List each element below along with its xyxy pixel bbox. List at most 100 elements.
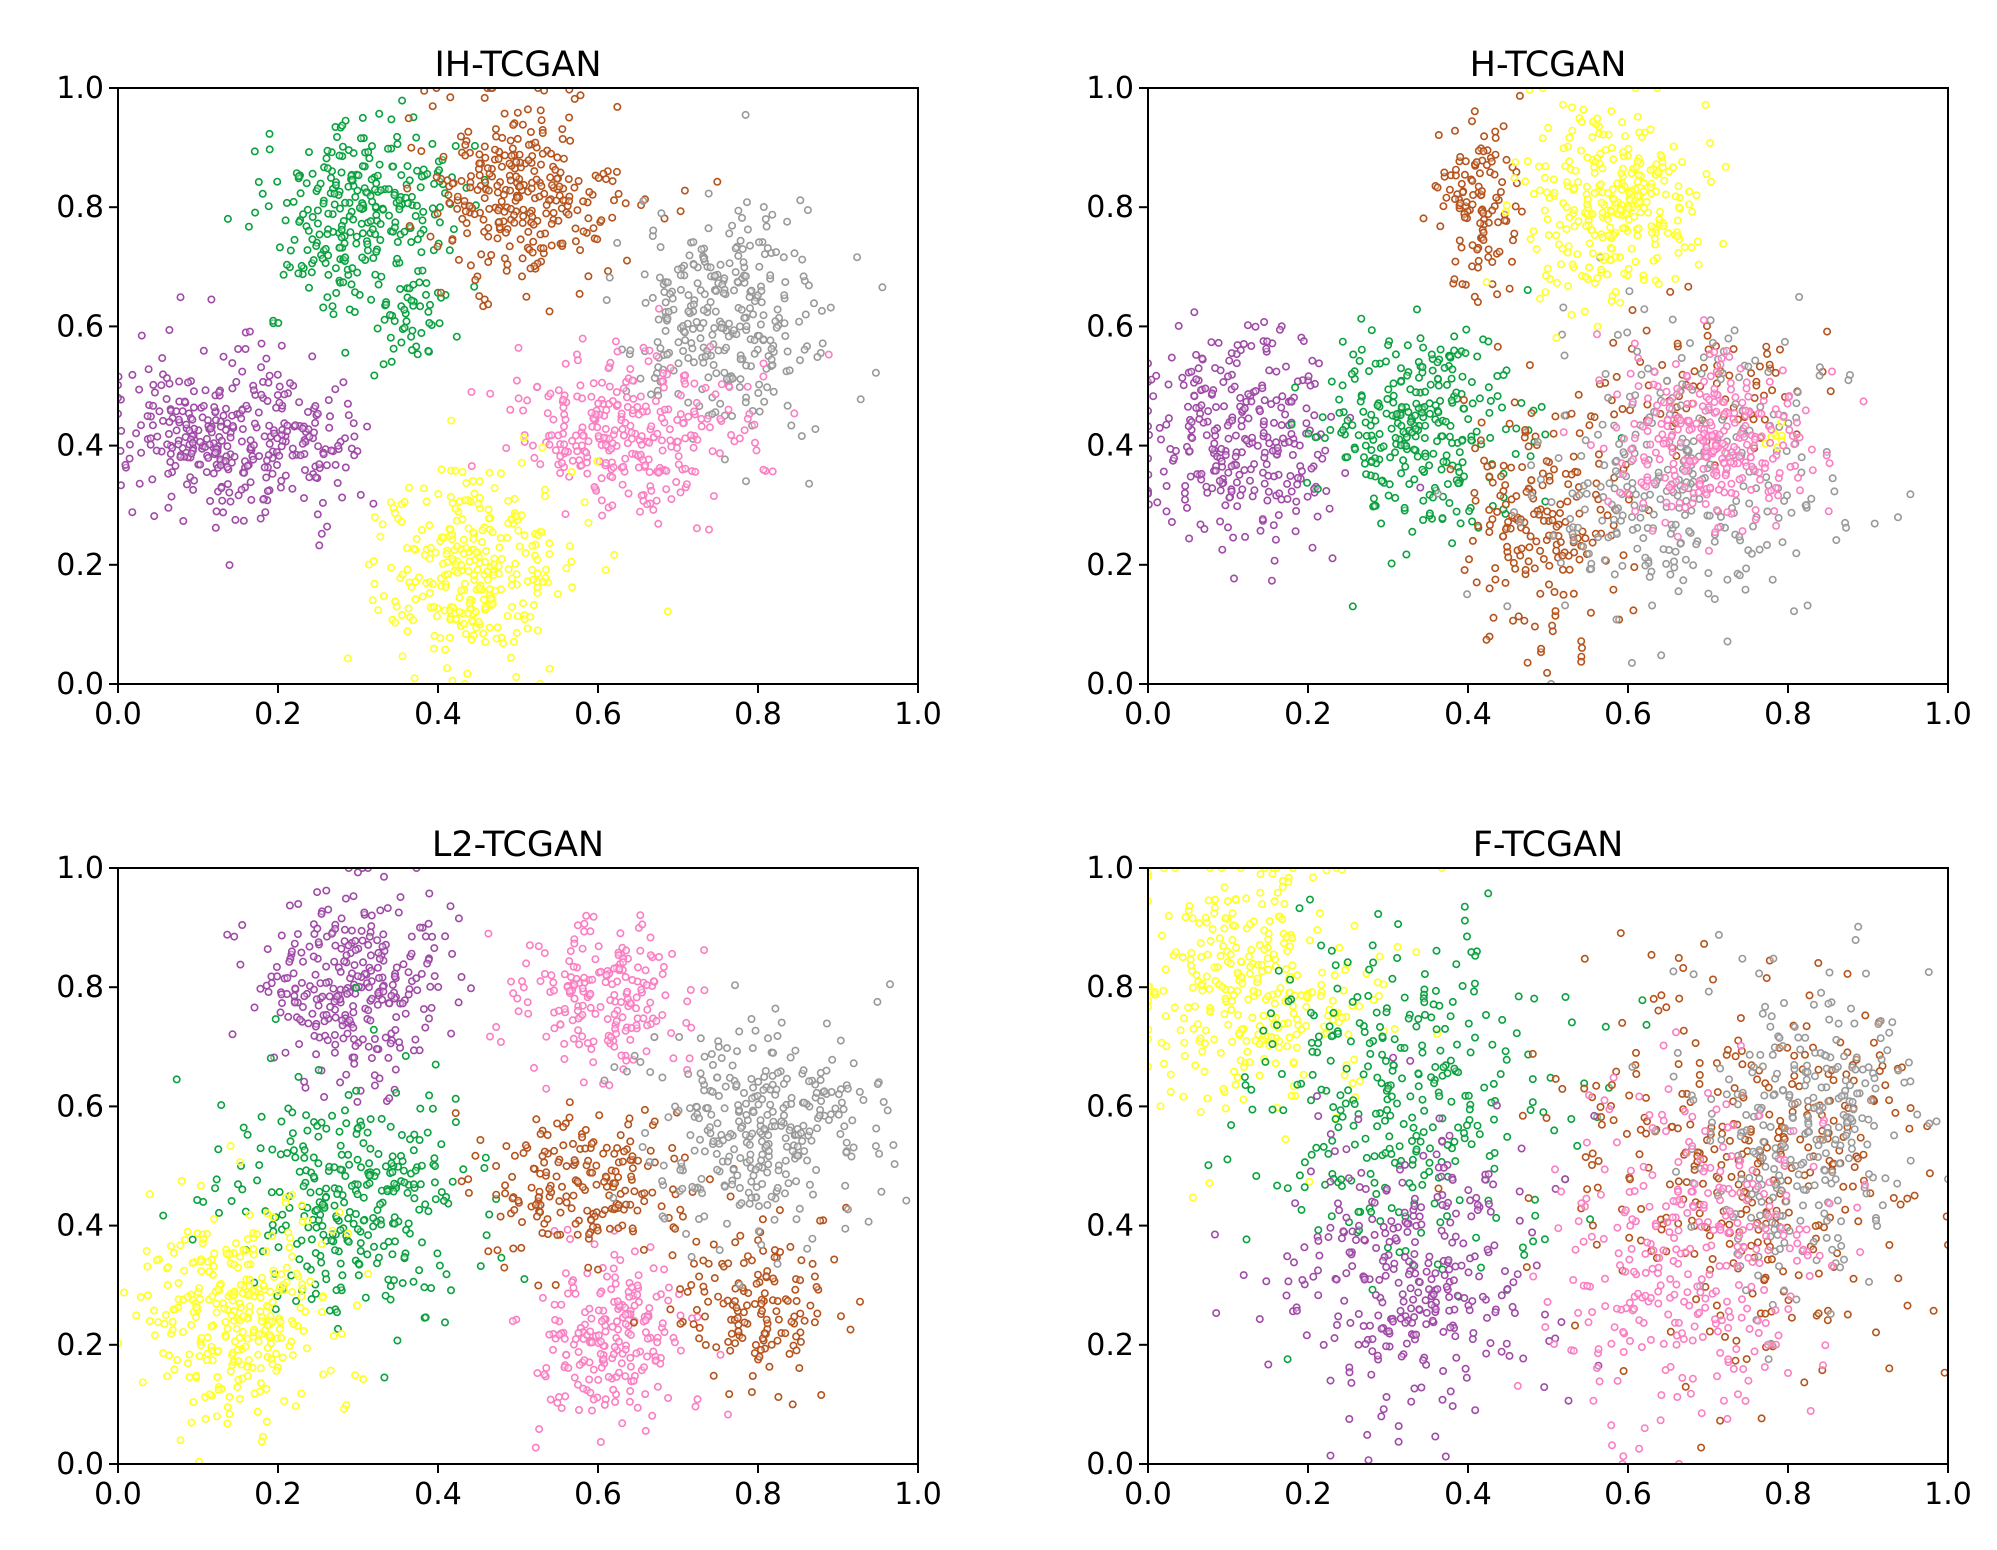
data-point — [359, 1193, 368, 1202]
data-point — [1559, 590, 1568, 599]
data-point — [1693, 237, 1702, 246]
data-point — [219, 411, 228, 420]
series-brown — [1419, 91, 1835, 677]
data-point — [1582, 489, 1591, 498]
data-point — [1744, 392, 1753, 401]
data-point — [403, 565, 412, 574]
data-point — [853, 253, 862, 262]
data-point — [482, 547, 491, 556]
data-point — [1648, 228, 1657, 237]
data-point — [762, 222, 771, 231]
data-point — [1706, 483, 1715, 492]
data-point — [367, 911, 376, 920]
data-point — [1328, 554, 1337, 563]
data-point — [256, 1379, 265, 1388]
data-point — [381, 1033, 390, 1042]
data-point — [416, 302, 425, 311]
data-point — [421, 1313, 430, 1322]
data-point — [1434, 131, 1443, 140]
data-point — [1325, 504, 1334, 513]
data-point — [137, 331, 146, 340]
data-point — [704, 224, 713, 233]
data-point — [727, 411, 736, 420]
data-point — [1704, 569, 1713, 578]
data-point — [624, 489, 633, 498]
data-point — [195, 1457, 203, 1464]
data-point — [1450, 332, 1459, 341]
data-point — [1488, 478, 1497, 487]
data-point — [294, 172, 303, 181]
data-point — [1564, 282, 1573, 291]
data-point — [1367, 326, 1376, 335]
data-point — [503, 612, 512, 621]
data-point — [353, 868, 362, 877]
data-point — [271, 1305, 280, 1314]
data-point — [1527, 461, 1536, 470]
data-point — [1594, 430, 1603, 439]
data-point — [1795, 433, 1804, 442]
data-point — [1251, 322, 1260, 331]
data-point — [1287, 429, 1296, 438]
data-point — [384, 1053, 393, 1062]
data-point — [298, 1284, 307, 1293]
data-point — [646, 998, 655, 1007]
data-point — [273, 370, 282, 379]
data-point — [372, 247, 381, 256]
data-point — [1236, 393, 1245, 402]
data-point — [1232, 359, 1241, 368]
data-point — [451, 504, 460, 513]
data-point — [402, 317, 411, 326]
data-point — [621, 418, 630, 427]
data-point — [1796, 486, 1805, 495]
data-point — [1716, 360, 1725, 369]
data-point — [1221, 450, 1230, 459]
data-point — [1515, 518, 1524, 527]
data-point — [1701, 100, 1710, 109]
data-point — [416, 183, 425, 192]
data-point — [308, 213, 317, 222]
data-point — [1237, 422, 1246, 431]
data-point — [310, 929, 319, 938]
data-point — [1508, 257, 1517, 266]
data-point — [1467, 378, 1476, 387]
data-point — [308, 352, 317, 361]
data-point — [1712, 407, 1721, 416]
data-point — [1195, 415, 1204, 424]
data-point — [366, 951, 375, 960]
data-point — [743, 225, 752, 234]
data-point — [1824, 507, 1833, 516]
data-point — [319, 1370, 328, 1379]
data-point — [1530, 189, 1539, 198]
data-point — [767, 344, 776, 353]
data-point — [316, 179, 325, 188]
data-point — [1640, 305, 1649, 314]
data-point — [1653, 401, 1662, 410]
data-point — [536, 160, 545, 169]
data-point — [484, 514, 493, 523]
data-point — [559, 154, 568, 163]
data-point — [1419, 496, 1428, 505]
data-point — [319, 450, 328, 459]
data-point — [435, 166, 444, 175]
data-point — [1429, 449, 1438, 458]
data-point — [1616, 298, 1625, 307]
data-point — [679, 346, 688, 355]
data-point — [1643, 476, 1652, 485]
data-point — [1556, 509, 1565, 518]
data-point — [513, 193, 522, 202]
data-point — [1606, 223, 1615, 232]
data-point — [441, 645, 450, 654]
data-point — [451, 1094, 460, 1103]
data-point — [291, 421, 300, 430]
data-point — [658, 446, 667, 455]
data-point — [356, 1247, 365, 1256]
data-point — [236, 1394, 245, 1403]
data-point — [818, 339, 827, 348]
data-point — [1828, 367, 1837, 376]
data-point — [390, 972, 399, 981]
data-point — [1343, 453, 1352, 462]
data-point — [1708, 431, 1717, 440]
data-point — [1649, 510, 1658, 519]
data-point — [1598, 420, 1607, 429]
data-point — [358, 958, 367, 967]
